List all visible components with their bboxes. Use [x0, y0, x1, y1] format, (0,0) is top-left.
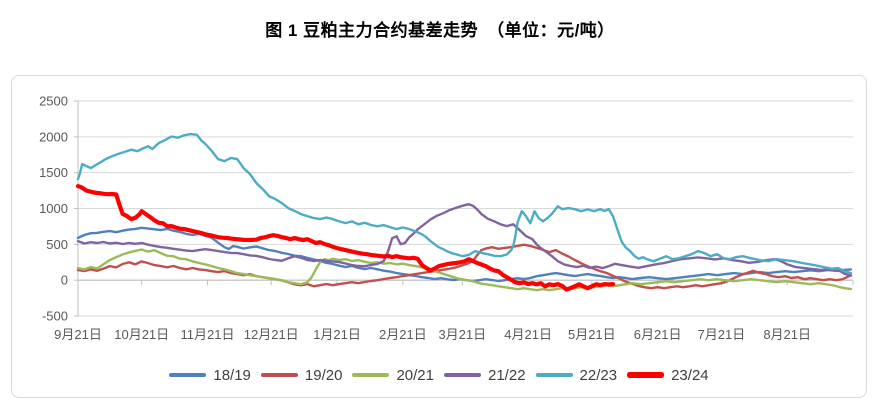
legend-label-22/23: 22/23 — [579, 366, 618, 384]
x-axis-label: 10月21日 — [114, 327, 169, 342]
x-axis-label: 6月21日 — [634, 327, 682, 342]
series-line-23/24 — [75, 183, 616, 292]
x-axis-label: 2月21日 — [379, 327, 427, 342]
x-axis-label: 11月21日 — [181, 327, 235, 342]
legend-label-20/21: 20/21 — [396, 366, 434, 384]
chart-title: 图 1 豆粕主力合约基差走势 （单位：元/吨） — [265, 21, 615, 40]
legend-swatch-20/21 — [352, 372, 390, 378]
y-axis-label: -500 — [42, 309, 68, 324]
y-axis-label: 500 — [46, 237, 68, 252]
x-axis-label: 1月21日 — [313, 327, 361, 342]
legend-item-23/24: 23/24 — [627, 367, 709, 384]
legend-item-22/23: 22/23 — [535, 366, 618, 384]
series-line-19/20 — [76, 243, 853, 290]
y-axis-label: 0 — [61, 273, 68, 288]
chart-svg: 2500 2000 1500 1000 500 0 -500 9月21日 10月21日 11月21… — [39, 94, 854, 342]
legend-swatch-23/24 — [627, 372, 665, 378]
x-axis-label: 9月21日 — [54, 327, 102, 342]
legend-swatch-19/20 — [260, 372, 298, 378]
y-axis-label: 2500 — [39, 94, 68, 109]
x-axis-label: 12月21日 — [244, 327, 299, 342]
legend-swatch-18/19 — [169, 372, 207, 378]
legend-item-18/19: 18/19 — [169, 367, 251, 384]
series-line-20/21 — [76, 248, 853, 292]
series-line-22/23 — [76, 132, 853, 275]
legend-swatch-22/23 — [535, 372, 573, 378]
y-axis-label: 2000 — [39, 129, 68, 144]
chart-legend: 18/19 19/20 20/21 21/22 22/23 23/24 — [12, 353, 866, 397]
legend-item-20/21: 20/21 — [352, 367, 434, 384]
legend-swatch-21/22 — [444, 372, 481, 378]
x-axis-label: 3月21日 — [438, 327, 486, 342]
chart-card: 2500 2000 1500 1000 500 0 -500 9月21日 10月21日 11月21… — [11, 75, 867, 398]
y-axis-label: 1500 — [39, 165, 68, 180]
x-axis-label: 7月21日 — [698, 327, 746, 342]
legend-label-21/22: 21/22 — [488, 366, 526, 384]
x-axis-label: 5月21日 — [568, 327, 616, 342]
legend-label-19/20: 19/20 — [304, 366, 343, 384]
legend-label-18/19: 18/19 — [213, 366, 251, 384]
series-line-21/22 — [76, 202, 853, 277]
legend-item-19/20: 19/20 — [260, 366, 343, 384]
legend-item-21/22: 21/22 — [444, 367, 526, 384]
x-axis-label: 4月21日 — [504, 327, 552, 342]
legend-label-23/24: 23/24 — [671, 366, 709, 384]
series-line-18/19 — [76, 226, 853, 283]
x-axis-label: 8月21日 — [763, 327, 811, 342]
y-axis-label: 1000 — [39, 201, 68, 216]
